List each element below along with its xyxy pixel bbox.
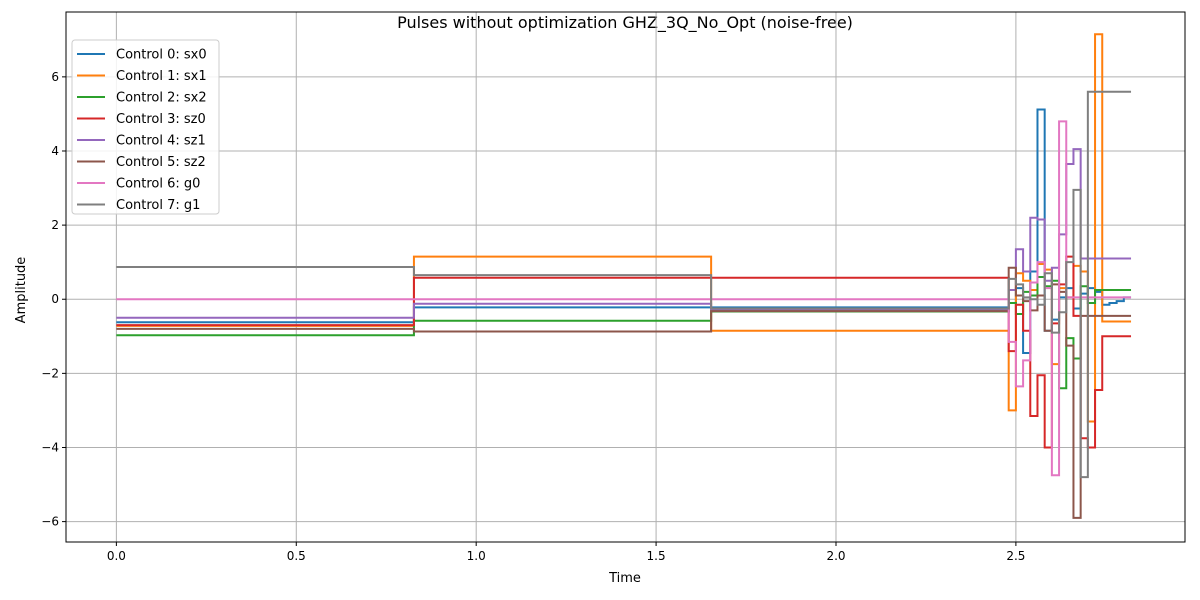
x-axis-ticks: 0.0 0.5 1.0 1.5 2.0 2.5 bbox=[107, 542, 1025, 563]
legend-label: Control 2: sx2 bbox=[116, 91, 207, 106]
legend-label: Control 0: sx0 bbox=[116, 48, 207, 63]
x-tick-label: 1.0 bbox=[467, 549, 486, 563]
chart-title: Pulses without optimization GHZ_3Q_No_Op… bbox=[397, 13, 853, 33]
y-tick-label: 4 bbox=[51, 144, 59, 158]
x-tick-label: 1.5 bbox=[647, 549, 666, 563]
y-tick-label: −2 bbox=[41, 366, 59, 380]
legend-label: Control 7: g1 bbox=[116, 198, 200, 213]
x-axis-label: Time bbox=[608, 571, 641, 586]
y-tick-label: −6 bbox=[41, 515, 59, 529]
x-tick-label: 2.0 bbox=[826, 549, 845, 563]
y-axis-ticks: −6 −4 −2 0 2 4 6 bbox=[41, 70, 66, 529]
x-tick-label: 0.0 bbox=[107, 549, 126, 563]
y-tick-label: 0 bbox=[51, 292, 59, 306]
y-tick-label: 2 bbox=[51, 218, 59, 232]
y-tick-label: 6 bbox=[51, 70, 59, 84]
legend-label: Control 5: sz2 bbox=[116, 155, 206, 170]
plot-frame bbox=[65, 11, 1186, 543]
x-tick-label: 0.5 bbox=[287, 549, 306, 563]
legend: Control 0: sx0 Control 1: sx1 Control 2: s… bbox=[71, 39, 220, 215]
legend-box bbox=[71, 39, 220, 215]
y-tick-label: −4 bbox=[41, 440, 59, 454]
legend-label: Control 3: sz0 bbox=[116, 112, 206, 127]
y-axis-label: Amplitude bbox=[14, 257, 29, 324]
series-line-control-7 bbox=[116, 90, 1132, 479]
x-tick-label: 2.5 bbox=[1006, 549, 1025, 563]
series-line-control-6 bbox=[116, 120, 1132, 477]
series-lines bbox=[116, 33, 1132, 519]
legend-label: Control 6: g0 bbox=[116, 177, 200, 192]
legend-label: Control 1: sx1 bbox=[116, 69, 207, 84]
legend-label: Control 4: sz1 bbox=[116, 134, 206, 149]
series-line-control-3 bbox=[116, 255, 1132, 449]
